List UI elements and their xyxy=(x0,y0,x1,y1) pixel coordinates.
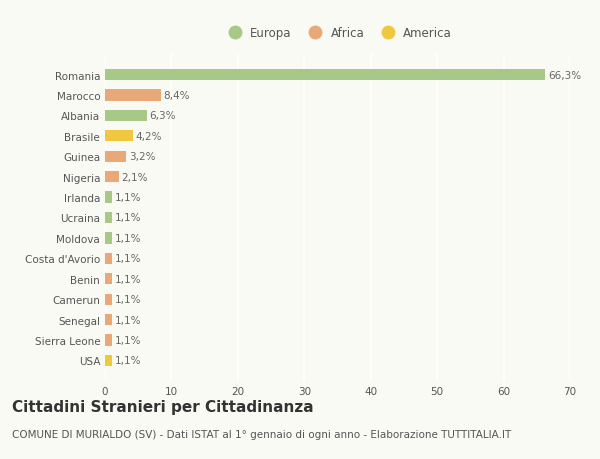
Bar xyxy=(105,111,147,122)
Bar xyxy=(105,151,126,162)
Text: 1,1%: 1,1% xyxy=(115,356,142,365)
Text: 4,2%: 4,2% xyxy=(136,132,162,141)
Bar xyxy=(105,335,112,346)
Text: 1,1%: 1,1% xyxy=(115,274,142,284)
Bar xyxy=(105,314,112,325)
Text: 8,4%: 8,4% xyxy=(163,91,190,101)
Bar xyxy=(105,355,112,366)
Bar xyxy=(105,274,112,285)
Bar xyxy=(105,172,119,183)
Text: 1,1%: 1,1% xyxy=(115,193,142,203)
Bar xyxy=(105,90,161,101)
Bar xyxy=(105,294,112,305)
Text: Cittadini Stranieri per Cittadinanza: Cittadini Stranieri per Cittadinanza xyxy=(12,399,314,414)
Legend: Europa, Africa, America: Europa, Africa, America xyxy=(218,22,457,44)
Bar xyxy=(105,233,112,244)
Text: 1,1%: 1,1% xyxy=(115,295,142,304)
Bar xyxy=(105,253,112,264)
Bar xyxy=(105,131,133,142)
Text: 1,1%: 1,1% xyxy=(115,233,142,243)
Bar xyxy=(105,213,112,224)
Text: 66,3%: 66,3% xyxy=(548,71,581,80)
Text: 2,1%: 2,1% xyxy=(122,172,148,182)
Text: 1,1%: 1,1% xyxy=(115,213,142,223)
Text: COMUNE DI MURIALDO (SV) - Dati ISTAT al 1° gennaio di ogni anno - Elaborazione T: COMUNE DI MURIALDO (SV) - Dati ISTAT al … xyxy=(12,429,511,439)
Text: 3,2%: 3,2% xyxy=(129,152,155,162)
Text: 1,1%: 1,1% xyxy=(115,335,142,345)
Text: 6,3%: 6,3% xyxy=(149,111,176,121)
Bar xyxy=(105,70,545,81)
Bar xyxy=(105,192,112,203)
Text: 1,1%: 1,1% xyxy=(115,315,142,325)
Text: 1,1%: 1,1% xyxy=(115,254,142,264)
